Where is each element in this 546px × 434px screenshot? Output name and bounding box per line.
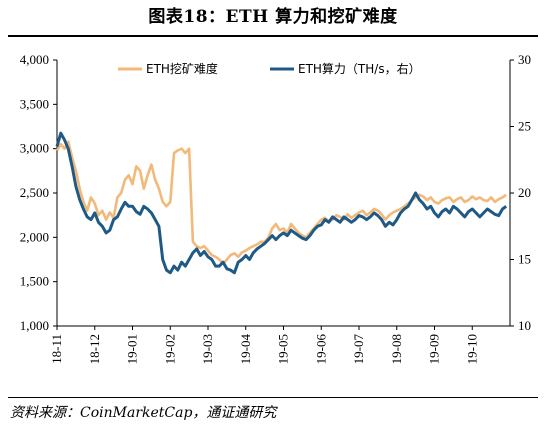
right-tick-label: 25 bbox=[518, 119, 531, 134]
title-bar: 图表18：ETH 算力和挖矿难度 bbox=[0, 0, 546, 40]
chart-legend: ETH挖矿难度 ETH算力（TH/s，右） bbox=[118, 61, 421, 76]
x-tick-label: 19-05 bbox=[276, 334, 291, 364]
chart-series bbox=[55, 131, 508, 275]
legend-label-hashrate: ETH算力（TH/s，右） bbox=[298, 61, 421, 76]
left-tick-label: 3,500 bbox=[20, 96, 49, 111]
chart-title: 图表18：ETH 算力和挖矿难度 bbox=[148, 7, 398, 27]
left-tick-label: 2,000 bbox=[20, 229, 49, 244]
left-tick-label: 3,000 bbox=[20, 141, 49, 156]
right-tick-label: 15 bbox=[518, 252, 531, 267]
x-tick-label: 18-12 bbox=[87, 334, 102, 364]
x-tick-label: 19-06 bbox=[313, 334, 328, 365]
x-tick-label: 19-07 bbox=[351, 334, 366, 365]
x-tick-label: 18-11 bbox=[49, 334, 64, 364]
source-note: 资料来源：CoinMarketCap，通证通研究 bbox=[10, 405, 277, 421]
right-tick-label: 30 bbox=[518, 52, 531, 67]
left-tick-label: 2,500 bbox=[20, 185, 49, 200]
right-tick-label: 20 bbox=[518, 185, 531, 200]
right-tick-label: 10 bbox=[518, 318, 531, 333]
x-tick-label: 19-09 bbox=[427, 334, 442, 364]
left-tick-label: 1,000 bbox=[20, 318, 49, 333]
x-tick-label: 19-08 bbox=[389, 334, 404, 364]
legend-label-difficulty: ETH挖矿难度 bbox=[146, 61, 218, 76]
x-tick-label: 19-03 bbox=[200, 334, 215, 364]
x-tick-label: 19-01 bbox=[125, 334, 140, 364]
left-tick-label: 1,500 bbox=[20, 274, 49, 289]
source-rule bbox=[8, 397, 538, 398]
title-rule bbox=[8, 35, 538, 37]
x-tick-label: 19-02 bbox=[162, 334, 177, 364]
x-tick-label: 19-04 bbox=[238, 334, 253, 365]
hashrate-line bbox=[55, 131, 508, 275]
chart-axes: 1,000 1,500 2,000 2,500 3,000 3,500 4,000 10 15 2… bbox=[20, 52, 531, 364]
left-tick-label: 4,000 bbox=[20, 52, 49, 67]
x-tick-label: 19-10 bbox=[464, 334, 479, 364]
difficulty-line bbox=[55, 140, 507, 266]
